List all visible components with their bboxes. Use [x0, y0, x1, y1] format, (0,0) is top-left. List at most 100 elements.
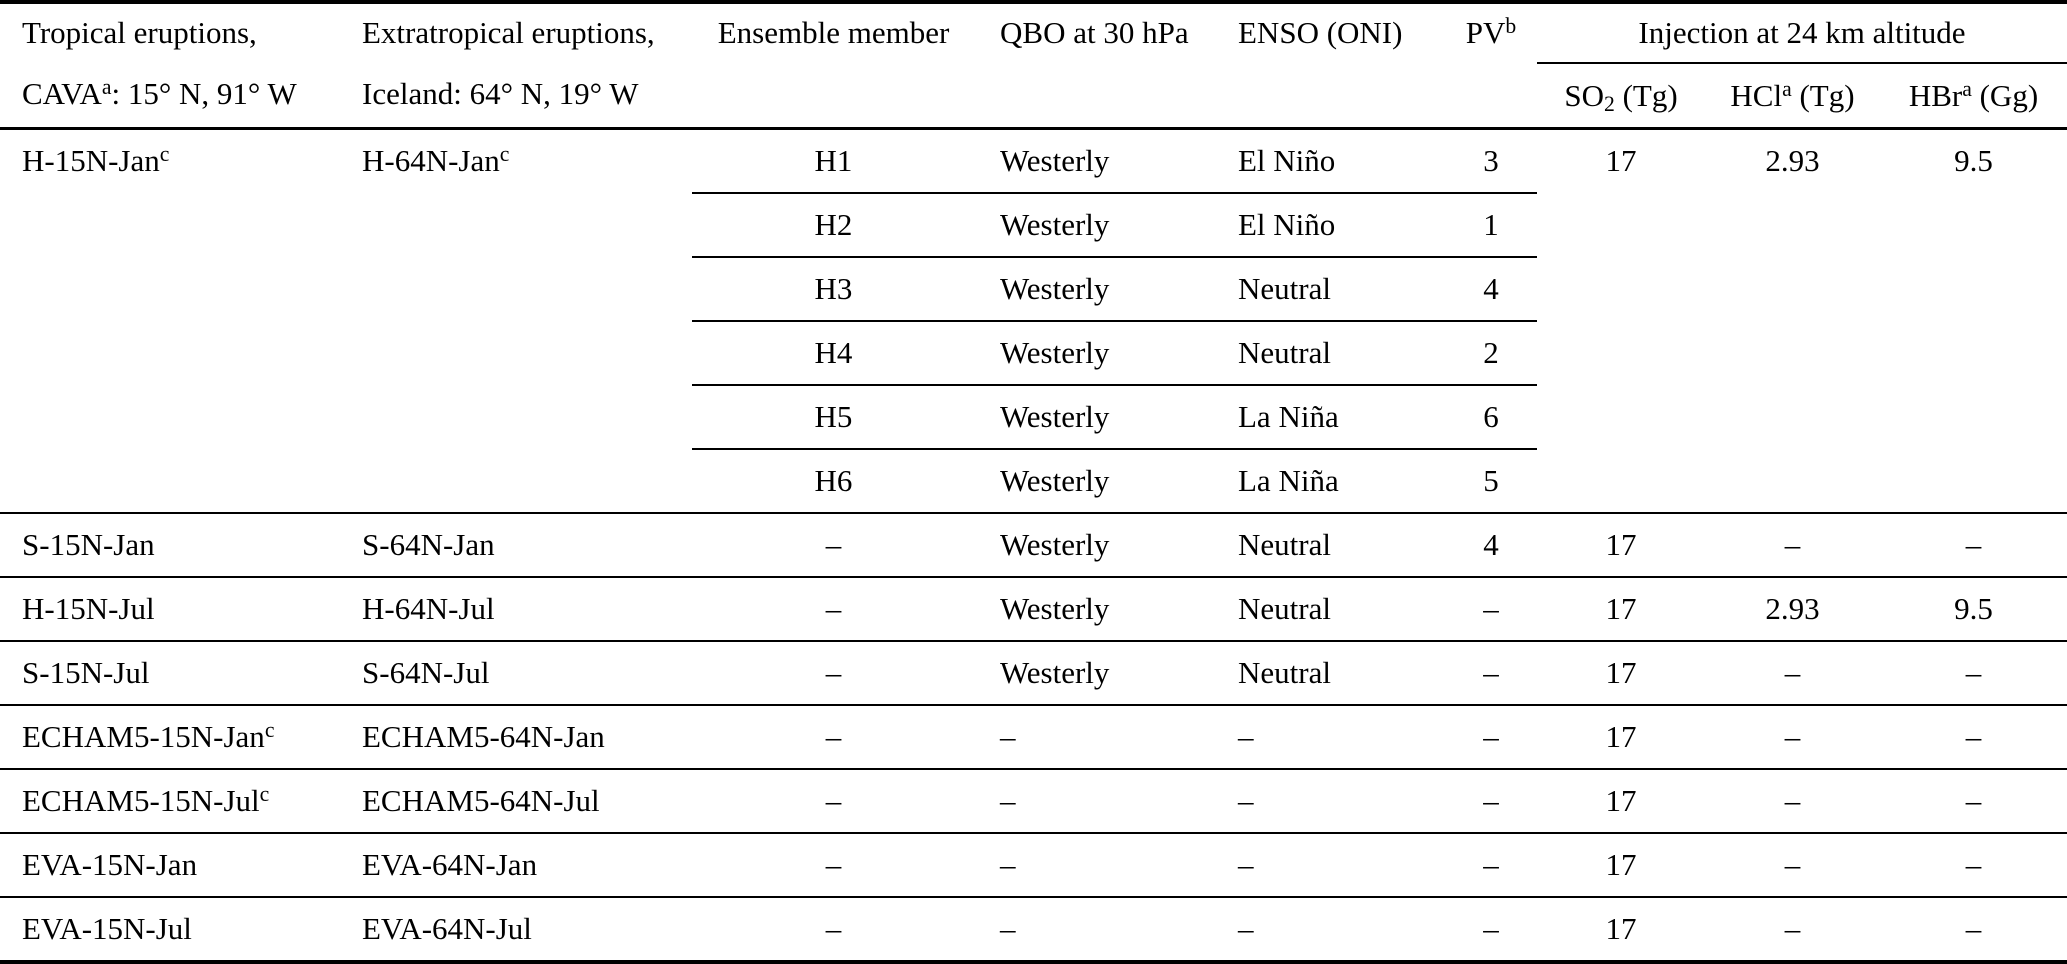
cell-pv: 6 [1445, 385, 1537, 450]
cell-extratropical-name: ECHAM5-64N-Jul [340, 768, 692, 833]
cell-tropical-name: S-15N-Jul [0, 640, 340, 705]
table-body: H-15N-Janc H-64N-Janc H1 Westerly El Niñ… [0, 128, 2067, 962]
cell-pv: 3 [1445, 128, 1537, 194]
cell-enso: Neutral [1225, 257, 1445, 322]
cell-so2: 17 [1537, 704, 1705, 769]
cell-tropical-name: H-15N-Jul [0, 576, 340, 641]
cell-pv: – [1445, 832, 1537, 897]
cell-member: H3 [692, 257, 975, 322]
table-row-member: H4 Westerly Neutral 2 [0, 321, 2067, 386]
subscript-2: 2 [1603, 91, 1615, 116]
cell-hbr: 9.5 [1954, 143, 1993, 178]
cell-qbo: Westerly [975, 640, 1225, 705]
cell-extratropical-name: H-64N-Jul [340, 576, 692, 641]
header-tropical-line2: CAVAa: 15° N, 91° W [22, 74, 297, 111]
cell-qbo: – [975, 832, 1225, 897]
cell-tropical-name: ECHAM5-15N-Julc [0, 768, 340, 833]
cell-qbo: Westerly [975, 385, 1225, 450]
cell-enso: El Niño [1225, 128, 1445, 194]
cell-hbr: – [1880, 768, 2067, 833]
cell-enso: – [1225, 768, 1445, 833]
cell-enso: Neutral [1225, 512, 1445, 577]
cell-pv: 4 [1445, 257, 1537, 322]
table-row-member: H6 Westerly La Niña 5 [0, 449, 2067, 513]
header-ensemble-member: Ensemble member [692, 2, 975, 130]
table-row-group-first: H-15N-Janc H-64N-Janc H1 Westerly El Niñ… [0, 128, 2067, 194]
header-extratropical-line2: Iceland: 64° N, 19° W [362, 76, 639, 111]
header-tropical-line1: Tropical eruptions, [22, 15, 257, 50]
cell-enso: Neutral [1225, 576, 1445, 641]
table-row-member: H3 Westerly Neutral 4 [0, 257, 2067, 322]
cell-tropical-name: H-15N-Janc [22, 141, 170, 178]
cell-pv: – [1445, 704, 1537, 769]
table-row: H-15N-Jul H-64N-Jul – Westerly Neutral –… [0, 576, 2067, 641]
cell-so2: 17 [1537, 576, 1705, 641]
cell-hbr: 9.5 [1880, 576, 2067, 641]
cell-enso: La Niña [1238, 463, 1339, 498]
header-hbr: HBra (Gg) [1880, 63, 2067, 130]
cell-pv: 2 [1445, 321, 1537, 386]
header-hcl: HCla (Tg) [1705, 63, 1880, 130]
cell-pv: – [1445, 576, 1537, 641]
header-extratropical-line1: Extratropical eruptions, [362, 15, 655, 50]
cell-member: – [692, 576, 975, 641]
cell-hcl: 2.93 [1705, 576, 1880, 641]
cell-member: H2 [692, 193, 975, 258]
cell-hcl: – [1705, 832, 1880, 897]
table-row: S-15N-Jan S-64N-Jan – Westerly Neutral 4… [0, 512, 2067, 577]
table-row: ECHAM5-15N-Julc ECHAM5-64N-Jul – – – – 1… [0, 768, 2067, 833]
cell-member: H6 [814, 463, 853, 498]
table-row: ECHAM5-15N-Janc ECHAM5-64N-Jan – – – – 1… [0, 704, 2067, 769]
cell-pv: 1 [1445, 193, 1537, 258]
cell-hbr: – [1880, 832, 2067, 897]
header-qbo: QBO at 30 hPa [975, 2, 1225, 130]
cell-pv: 5 [1483, 463, 1499, 498]
cell-extratropical-name: S-64N-Jan [340, 512, 692, 577]
cell-member: – [692, 704, 975, 769]
cell-so2: 17 [1537, 512, 1705, 577]
header-tropical-eruptions: Tropical eruptions, CAVAa: 15° N, 91° W [0, 2, 340, 130]
cell-qbo: Westerly [975, 576, 1225, 641]
cell-member: – [692, 832, 975, 897]
footnote-marker-c: c [264, 717, 275, 742]
cell-member: – [692, 512, 975, 577]
cell-hbr: – [1880, 640, 2067, 705]
table-row-member: H2 Westerly El Niño 1 [0, 193, 2067, 258]
table-row-member: H5 Westerly La Niña 6 [0, 385, 2067, 450]
header-so2: SO2 (Tg) [1537, 63, 1705, 130]
footnote-marker-c: c [259, 781, 270, 806]
cell-enso: La Niña [1225, 385, 1445, 450]
cell-extratropical-name: ECHAM5-64N-Jan [340, 704, 692, 769]
cell-enso: Neutral [1225, 321, 1445, 386]
table-header: Tropical eruptions, CAVAa: 15° N, 91° W … [0, 2, 2067, 130]
header-extratropical-eruptions: Extratropical eruptions, Iceland: 64° N,… [340, 2, 692, 130]
header-pv: PVb [1445, 2, 1537, 130]
footnote-marker-c: c [499, 141, 510, 166]
cell-member: – [692, 640, 975, 705]
cell-qbo: Westerly [975, 193, 1225, 258]
cell-extratropical-name: S-64N-Jul [340, 640, 692, 705]
cell-qbo: Westerly [975, 128, 1225, 194]
cell-member: H4 [692, 321, 975, 386]
cell-tropical-name: S-15N-Jan [0, 512, 340, 577]
cell-extratropical-name: EVA-64N-Jan [340, 832, 692, 897]
cell-enso: Neutral [1225, 640, 1445, 705]
cell-member: H1 [692, 128, 975, 194]
footnote-marker-a: a [1782, 76, 1792, 101]
cell-pv: – [1445, 640, 1537, 705]
table-row: S-15N-Jul S-64N-Jul – Westerly Neutral –… [0, 640, 2067, 705]
cell-so2: 17 [1537, 832, 1705, 897]
cell-so2: 17 [1537, 768, 1705, 833]
cell-hcl: – [1705, 704, 1880, 769]
cell-qbo: Westerly [975, 321, 1225, 386]
table-row: EVA-15N-Jan EVA-64N-Jan – – – – 17 – – [0, 832, 2067, 897]
cell-qbo: Westerly [975, 512, 1225, 577]
cell-qbo: Westerly [1000, 463, 1110, 498]
cell-enso: – [1225, 704, 1445, 769]
cell-tropical-name: ECHAM5-15N-Janc [0, 704, 340, 769]
footnote-marker-c: c [159, 141, 170, 166]
cell-member: – [692, 768, 975, 833]
cell-so2: 17 [1605, 143, 1637, 178]
cell-extratropical-name: H-64N-Janc [362, 141, 510, 178]
